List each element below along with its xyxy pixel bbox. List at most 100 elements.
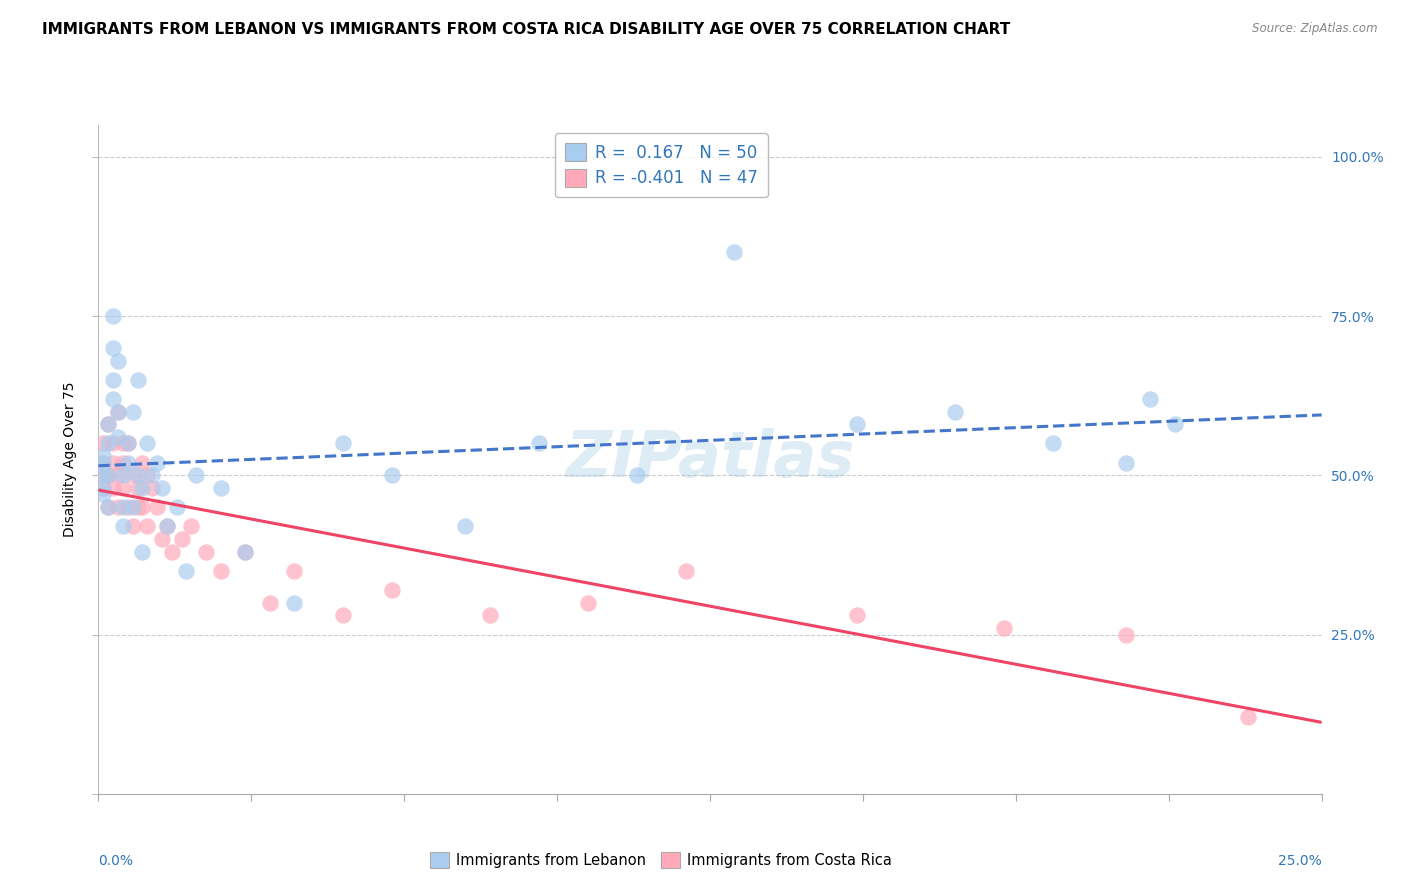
Point: [91, 468, 114, 483]
Point: [186, 468, 208, 483]
Point: [111, 500, 134, 515]
Point: [101, 341, 124, 355]
Point: [101, 436, 124, 450]
Point: [233, 545, 256, 559]
Point: [107, 404, 129, 418]
Text: ZIPatlas: ZIPatlas: [565, 428, 855, 491]
Point: [121, 519, 143, 533]
Point: [176, 564, 198, 578]
Text: 25.0%: 25.0%: [1278, 855, 1322, 868]
Point: [141, 468, 163, 483]
Point: [156, 519, 179, 533]
Point: [259, 596, 281, 610]
Point: [121, 404, 143, 418]
Point: [117, 436, 139, 450]
Point: [117, 500, 139, 515]
Point: [150, 532, 173, 546]
Point: [127, 481, 149, 495]
Point: [576, 596, 599, 610]
Point: [107, 353, 129, 368]
Point: [107, 430, 129, 444]
Point: [156, 519, 179, 533]
Point: [283, 564, 305, 578]
Point: [141, 481, 163, 495]
Legend: Immigrants from Lebanon, Immigrants from Costa Rica: Immigrants from Lebanon, Immigrants from…: [425, 846, 898, 873]
Point: [180, 519, 202, 533]
Point: [97, 500, 120, 515]
Point: [97, 500, 120, 515]
Point: [1042, 436, 1064, 450]
Point: [675, 564, 697, 578]
Text: 0.0%: 0.0%: [98, 855, 134, 868]
Point: [170, 532, 193, 546]
Point: [111, 481, 134, 495]
Point: [97, 417, 120, 432]
Point: [131, 545, 153, 559]
Point: [131, 500, 153, 515]
Point: [160, 545, 183, 559]
Point: [209, 481, 232, 495]
Point: [626, 468, 648, 483]
Point: [131, 456, 153, 470]
Point: [91, 456, 114, 470]
Point: [127, 373, 149, 387]
Point: [381, 468, 404, 483]
Point: [97, 417, 120, 432]
Point: [117, 436, 139, 450]
Point: [111, 436, 134, 450]
Point: [1115, 456, 1137, 470]
Point: [527, 436, 550, 450]
Point: [195, 545, 218, 559]
Point: [111, 519, 134, 533]
Point: [332, 608, 354, 623]
Point: [1237, 710, 1260, 724]
Point: [146, 456, 169, 470]
Point: [332, 436, 354, 450]
Point: [943, 404, 966, 418]
Point: [454, 519, 477, 533]
Point: [91, 436, 114, 450]
Point: [136, 468, 159, 483]
Point: [136, 519, 159, 533]
Point: [101, 481, 124, 495]
Point: [91, 481, 114, 495]
Point: [993, 621, 1015, 635]
Point: [91, 456, 114, 470]
Point: [209, 564, 232, 578]
Point: [381, 582, 404, 597]
Point: [107, 468, 129, 483]
Point: [233, 545, 256, 559]
Point: [283, 596, 305, 610]
Point: [97, 468, 120, 483]
Point: [127, 500, 149, 515]
Point: [127, 468, 149, 483]
Point: [111, 468, 134, 483]
Point: [107, 404, 129, 418]
Point: [117, 456, 139, 470]
Y-axis label: Disability Age Over 75: Disability Age Over 75: [63, 382, 77, 537]
Point: [111, 456, 134, 470]
Point: [1115, 627, 1137, 641]
Point: [1164, 417, 1187, 432]
Point: [723, 245, 745, 260]
Point: [121, 468, 143, 483]
Point: [101, 456, 124, 470]
Point: [101, 373, 124, 387]
Point: [478, 608, 501, 623]
Text: Source: ZipAtlas.com: Source: ZipAtlas.com: [1253, 22, 1378, 36]
Point: [136, 436, 159, 450]
Text: IMMIGRANTS FROM LEBANON VS IMMIGRANTS FROM COSTA RICA DISABILITY AGE OVER 75 COR: IMMIGRANTS FROM LEBANON VS IMMIGRANTS FR…: [42, 22, 1011, 37]
Point: [91, 481, 114, 495]
Point: [845, 417, 868, 432]
Point: [91, 487, 114, 501]
Point: [97, 436, 120, 450]
Point: [166, 500, 188, 515]
Point: [107, 500, 129, 515]
Point: [131, 481, 153, 495]
Point: [1139, 392, 1161, 406]
Point: [97, 468, 120, 483]
Point: [91, 468, 114, 483]
Point: [150, 481, 173, 495]
Point: [91, 449, 114, 463]
Point: [101, 309, 124, 323]
